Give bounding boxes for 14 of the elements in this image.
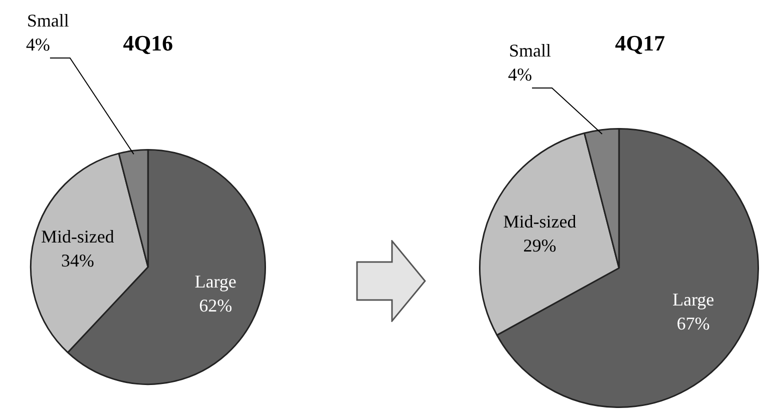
slice-label: Large — [672, 290, 714, 310]
data-label: 34% — [61, 250, 94, 271]
data-label: 29% — [523, 235, 556, 256]
data-label: 4% — [26, 34, 50, 55]
chart-title: 4Q17 — [614, 30, 666, 56]
slice-label: Mid-sized — [503, 211, 576, 232]
slice-label: Mid-sized — [41, 226, 114, 247]
data-label: 62% — [199, 295, 232, 316]
slice-label: Small — [508, 40, 552, 61]
data-label: 67% — [676, 314, 710, 334]
slice-label: Large — [194, 271, 236, 292]
data-label: 4% — [508, 64, 532, 85]
slice-label: Small — [26, 10, 70, 31]
text: 4Q16 — [122, 30, 174, 56]
